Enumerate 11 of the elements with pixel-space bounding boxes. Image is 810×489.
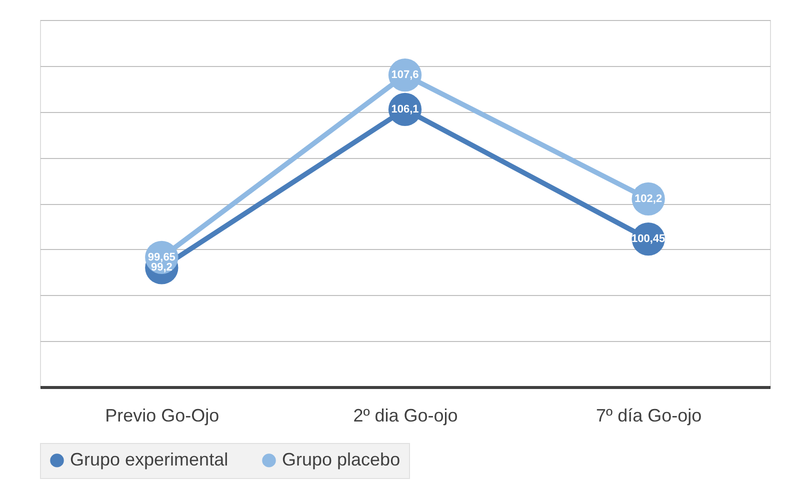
x-tick-label: 7º día Go-ojo — [596, 406, 702, 426]
x-tick-label: 2º dia Go-ojo — [353, 406, 458, 426]
data-label: 99,65 — [148, 251, 176, 264]
data-label: 100,45 — [632, 233, 666, 246]
legend-label: Grupo placebo — [282, 449, 400, 470]
data-label: 107,6 — [391, 69, 419, 82]
data-label: 102,2 — [634, 192, 662, 205]
legend-label: Grupo experimental — [70, 449, 228, 470]
data-label: 99,2 — [150, 262, 172, 274]
x-tick-label: Previo Go-Ojo — [105, 406, 220, 426]
data-label: 106,1 — [391, 103, 419, 116]
